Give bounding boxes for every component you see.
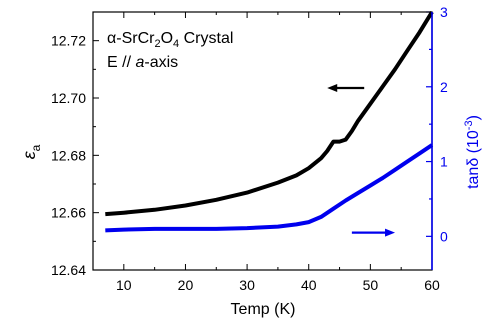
epsilon-series-line [105,10,434,217]
tan-delta-axis-arrow-head [385,228,396,237]
field-orientation-label: E // a-axis [107,54,178,71]
x-tick-label: 50 [363,277,379,293]
right-axis-ticks: 0 1 2 3 [426,4,448,244]
right-tick-label: 2 [440,79,448,95]
right-axis-title: tanδ (10-3) [463,115,482,189]
x-axis-title: Temp (K) [231,301,296,318]
left-tick-label: 12.70 [51,90,86,106]
left-tick-label: 12.72 [51,33,86,49]
x-tick-label: 30 [239,277,255,293]
x-tick-label: 40 [301,277,317,293]
right-tick-label: 0 [440,228,448,244]
left-tick-label: 12.68 [51,147,86,163]
left-tick-label: 12.66 [51,205,86,221]
x-tick-label: 10 [116,277,132,293]
x-tick-label: 60 [424,277,440,293]
epsilon-axis-arrow-head [327,83,338,92]
bottom-axis-ticks: 10 20 30 40 50 60 [92,12,440,293]
left-axis-ticks: 12.64 12.66 12.68 12.70 12.72 [51,33,99,278]
series-layer [105,10,434,233]
tan-delta-series-line [105,143,434,233]
left-axis-title: εa [19,144,43,159]
arrow-layer [327,83,396,237]
sample-label: α-SrCr2O4 Crystal [107,30,233,50]
right-tick-label: 3 [440,4,448,20]
plot-frame [92,11,433,271]
x-tick-label: 20 [178,277,194,293]
right-tick-label: 1 [440,154,448,170]
left-tick-label: 12.64 [51,262,86,278]
